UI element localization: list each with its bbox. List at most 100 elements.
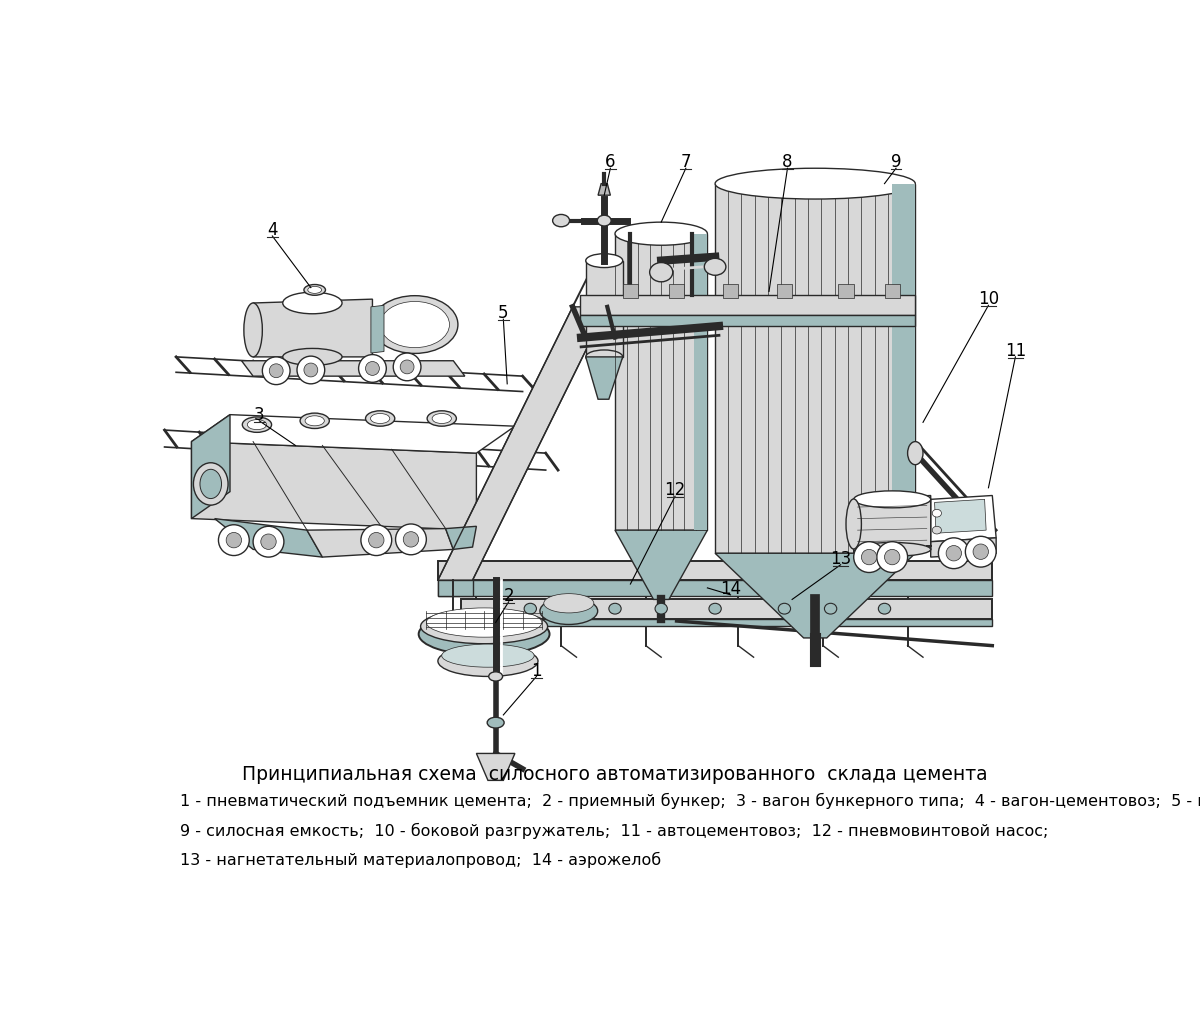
Text: 9 - силосная емкость;  10 - боковой разгружатель;  11 - автоцементовоз;  12 - пн: 9 - силосная емкость; 10 - боковой разгр… xyxy=(180,823,1049,839)
Text: 3: 3 xyxy=(254,406,264,424)
Ellipse shape xyxy=(247,420,266,429)
Text: 1: 1 xyxy=(532,662,541,680)
Ellipse shape xyxy=(932,526,942,534)
Ellipse shape xyxy=(300,413,329,428)
Text: 1 - пневматический подъемник цемента;  2 - приемный бункер;  3 - вагон бункерног: 1 - пневматический подъемник цемента; 2 … xyxy=(180,793,1200,810)
Polygon shape xyxy=(722,284,738,298)
Polygon shape xyxy=(586,357,623,400)
Polygon shape xyxy=(192,441,476,530)
Ellipse shape xyxy=(544,594,594,613)
Ellipse shape xyxy=(649,262,673,282)
Circle shape xyxy=(877,542,907,573)
Circle shape xyxy=(366,361,379,375)
Circle shape xyxy=(946,545,961,561)
Ellipse shape xyxy=(244,303,263,357)
Polygon shape xyxy=(935,499,986,533)
Ellipse shape xyxy=(283,292,342,314)
Ellipse shape xyxy=(878,603,890,614)
Ellipse shape xyxy=(371,414,390,423)
Text: 4: 4 xyxy=(268,221,277,239)
Polygon shape xyxy=(445,526,476,549)
Ellipse shape xyxy=(307,287,322,293)
Ellipse shape xyxy=(846,499,862,549)
Polygon shape xyxy=(668,284,684,298)
Circle shape xyxy=(938,538,970,569)
Circle shape xyxy=(218,525,250,555)
Polygon shape xyxy=(776,284,792,298)
Polygon shape xyxy=(241,361,464,376)
Ellipse shape xyxy=(540,598,598,624)
Ellipse shape xyxy=(304,285,325,295)
Polygon shape xyxy=(884,284,900,298)
Circle shape xyxy=(400,360,414,374)
Text: 2: 2 xyxy=(504,587,514,604)
Text: 10: 10 xyxy=(978,290,1000,308)
Polygon shape xyxy=(307,529,454,557)
Text: 14: 14 xyxy=(720,581,742,598)
Circle shape xyxy=(403,532,419,547)
Circle shape xyxy=(226,533,241,548)
Ellipse shape xyxy=(283,349,342,365)
Circle shape xyxy=(394,353,421,380)
Polygon shape xyxy=(853,495,931,553)
Polygon shape xyxy=(616,530,708,599)
Polygon shape xyxy=(893,184,916,553)
Ellipse shape xyxy=(427,411,456,426)
Ellipse shape xyxy=(907,441,923,465)
Circle shape xyxy=(368,533,384,548)
Ellipse shape xyxy=(779,603,791,614)
Polygon shape xyxy=(931,495,996,542)
Circle shape xyxy=(253,526,284,557)
Ellipse shape xyxy=(524,603,536,614)
Text: 13 - нагнетательный материалопровод;  14 - аэрожелоб: 13 - нагнетательный материалопровод; 14 … xyxy=(180,851,661,868)
Ellipse shape xyxy=(704,258,726,276)
Polygon shape xyxy=(215,519,323,557)
Text: 8: 8 xyxy=(782,154,793,171)
Ellipse shape xyxy=(426,608,542,638)
Polygon shape xyxy=(438,580,473,596)
Polygon shape xyxy=(598,184,611,195)
Ellipse shape xyxy=(586,253,623,267)
Ellipse shape xyxy=(608,603,622,614)
Polygon shape xyxy=(476,754,515,780)
Circle shape xyxy=(269,364,283,377)
Ellipse shape xyxy=(709,603,721,614)
Polygon shape xyxy=(461,599,992,618)
Text: 11: 11 xyxy=(1004,343,1026,360)
Circle shape xyxy=(396,524,426,555)
Text: 7: 7 xyxy=(680,154,691,171)
Ellipse shape xyxy=(432,414,451,423)
Ellipse shape xyxy=(488,672,503,681)
Polygon shape xyxy=(715,184,916,553)
Text: 13: 13 xyxy=(830,550,851,569)
Ellipse shape xyxy=(242,417,271,432)
Polygon shape xyxy=(616,234,708,530)
Text: 5: 5 xyxy=(498,304,509,322)
Text: 9: 9 xyxy=(890,154,901,171)
Polygon shape xyxy=(371,305,384,353)
Ellipse shape xyxy=(598,216,611,226)
Ellipse shape xyxy=(824,603,836,614)
Polygon shape xyxy=(694,234,708,530)
Circle shape xyxy=(853,542,884,573)
Circle shape xyxy=(361,525,391,555)
Ellipse shape xyxy=(442,644,534,667)
Polygon shape xyxy=(461,618,992,626)
Ellipse shape xyxy=(715,168,916,199)
Ellipse shape xyxy=(487,717,504,728)
Ellipse shape xyxy=(932,510,942,517)
Ellipse shape xyxy=(366,411,395,426)
Polygon shape xyxy=(839,284,853,298)
Polygon shape xyxy=(581,295,916,314)
Polygon shape xyxy=(192,415,230,519)
Ellipse shape xyxy=(419,613,550,655)
Polygon shape xyxy=(623,284,638,298)
Ellipse shape xyxy=(200,469,222,498)
Circle shape xyxy=(260,534,276,549)
Polygon shape xyxy=(931,538,996,557)
Polygon shape xyxy=(715,553,916,638)
Circle shape xyxy=(296,356,325,383)
Text: Принципиальная схема  силосного автоматизированного  склада цемента: Принципиальная схема силосного автоматиз… xyxy=(242,766,988,784)
Ellipse shape xyxy=(305,416,324,426)
Polygon shape xyxy=(586,260,623,357)
